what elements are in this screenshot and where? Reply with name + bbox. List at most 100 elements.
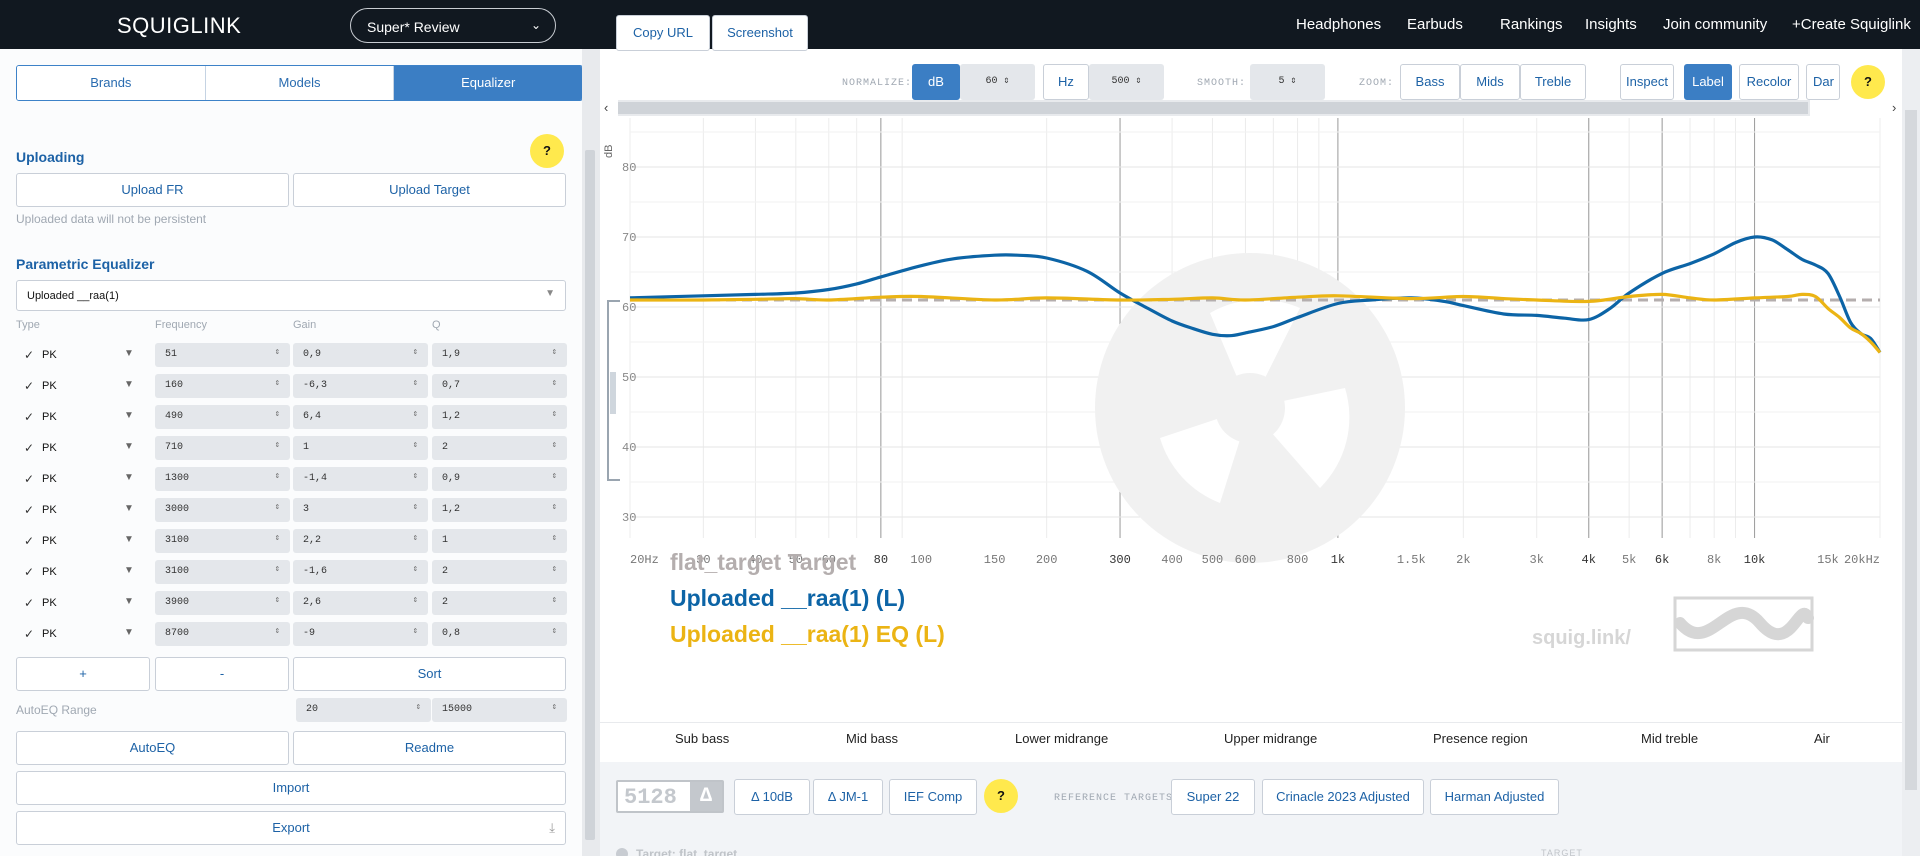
stepper-icon[interactable]: ⇕: [412, 409, 418, 419]
filter-q-input[interactable]: 0,9 ⇕: [432, 467, 567, 491]
zoom-mids-button[interactable]: Mids: [1460, 64, 1520, 100]
remove-filter-button[interactable]: -: [155, 657, 289, 691]
filter-frequency-input[interactable]: 3000 ⇕: [155, 498, 290, 522]
filter-q-input[interactable]: 1,2 ⇕: [432, 498, 567, 522]
import-button[interactable]: Import: [16, 771, 566, 805]
stepper-icon[interactable]: ⇕: [551, 347, 557, 357]
stepper-icon[interactable]: ⇕: [274, 471, 280, 481]
filter-type-chevron-icon[interactable]: ▼: [124, 379, 134, 390]
stepper-icon[interactable]: ⇕: [415, 702, 421, 712]
delta-10db-button[interactable]: Δ 10dB: [734, 779, 810, 815]
nav-join-community[interactable]: Join community: [1663, 16, 1768, 33]
zoom-bass-button[interactable]: Bass: [1400, 64, 1460, 100]
copy-url-button[interactable]: Copy URL: [616, 15, 710, 51]
filter-gain-input[interactable]: 2,2 ⇕: [293, 529, 428, 553]
filter-type-chevron-icon[interactable]: ▼: [124, 596, 134, 607]
filter-frequency-input[interactable]: 3900 ⇕: [155, 591, 290, 615]
stepper-icon[interactable]: ⇕: [274, 533, 280, 543]
stepper-icon[interactable]: ⇕: [412, 533, 418, 543]
upload-target-button[interactable]: Upload Target: [293, 173, 566, 207]
site-dropdown[interactable]: Super* Review ⌄: [350, 8, 556, 43]
stepper-icon[interactable]: ⇕: [1003, 76, 1010, 87]
filter-type-chevron-icon[interactable]: ▼: [124, 503, 134, 514]
normalize-db-input[interactable]: 60 ⇕: [960, 64, 1035, 100]
targets-help-button[interactable]: ?: [984, 779, 1018, 813]
filter-type-chevron-icon[interactable]: ▼: [124, 534, 134, 545]
filter-frequency-input[interactable]: 3100 ⇕: [155, 529, 290, 553]
filter-frequency-input[interactable]: 3100 ⇕: [155, 560, 290, 584]
filter-enabled-checkbox[interactable]: ✓: [24, 565, 35, 579]
help-button[interactable]: ?: [530, 134, 564, 168]
stepper-icon[interactable]: ⇕: [412, 595, 418, 605]
target-crinacle-2023-button[interactable]: Crinacle 2023 Adjusted: [1262, 779, 1424, 815]
stepper-icon[interactable]: ⇕: [551, 564, 557, 574]
dark-mode-button[interactable]: Dar: [1806, 64, 1840, 100]
screenshot-button[interactable]: Screenshot: [712, 15, 808, 51]
stepper-icon[interactable]: ⇕: [551, 378, 557, 388]
horizontal-scrollbar-thumb[interactable]: [618, 102, 1808, 114]
stepper-icon[interactable]: ⇕: [551, 702, 557, 712]
filter-type[interactable]: PK: [42, 442, 57, 454]
stepper-icon[interactable]: ⇕: [412, 440, 418, 450]
zoom-treble-button[interactable]: Treble: [1520, 64, 1586, 100]
filter-gain-input[interactable]: -1,4 ⇕: [293, 467, 428, 491]
stepper-icon[interactable]: ⇕: [274, 378, 280, 388]
stepper-icon[interactable]: ⇕: [274, 564, 280, 574]
filter-type[interactable]: PK: [42, 349, 57, 361]
filter-q-input[interactable]: 1 ⇕: [432, 529, 567, 553]
nav-insights[interactable]: Insights: [1585, 16, 1637, 33]
stepper-icon[interactable]: ⇕: [412, 471, 418, 481]
label-button[interactable]: Label: [1684, 64, 1732, 100]
filter-q-input[interactable]: 1,2 ⇕: [432, 405, 567, 429]
autoeq-range-max-input[interactable]: 15000 ⇕: [432, 698, 567, 722]
graph-help-button[interactable]: ?: [1851, 65, 1885, 99]
scroll-right-icon[interactable]: ›: [1892, 100, 1897, 115]
filter-gain-input[interactable]: -6,3 ⇕: [293, 374, 428, 398]
nav-create-squiglink[interactable]: +Create Squiglink: [1792, 16, 1911, 33]
filter-enabled-checkbox[interactable]: ✓: [24, 503, 35, 517]
panel-scrollbar-thumb[interactable]: [585, 150, 595, 840]
filter-frequency-input[interactable]: 710 ⇕: [155, 436, 290, 460]
nav-earbuds[interactable]: Earbuds: [1407, 16, 1463, 33]
sort-filters-button[interactable]: Sort: [293, 657, 566, 691]
stepper-icon[interactable]: ⇕: [412, 564, 418, 574]
filter-gain-input[interactable]: 2,6 ⇕: [293, 591, 428, 615]
autoeq-button[interactable]: AutoEQ: [16, 731, 289, 765]
filter-enabled-checkbox[interactable]: ✓: [24, 348, 35, 362]
filter-type[interactable]: PK: [42, 535, 57, 547]
filter-frequency-input[interactable]: 8700 ⇕: [155, 622, 290, 646]
filter-gain-input[interactable]: -9 ⇕: [293, 622, 428, 646]
stepper-icon[interactable]: ⇕: [274, 502, 280, 512]
normalize-hz-button[interactable]: Hz: [1043, 64, 1089, 100]
filter-type-chevron-icon[interactable]: ▼: [124, 627, 134, 638]
stepper-icon[interactable]: ⇕: [412, 626, 418, 636]
filter-frequency-input[interactable]: 490 ⇕: [155, 405, 290, 429]
normalize-db-button[interactable]: dB: [912, 64, 960, 100]
stepper-icon[interactable]: ⇕: [551, 502, 557, 512]
filter-type-chevron-icon[interactable]: ▼: [124, 348, 134, 359]
filter-gain-input[interactable]: 0,9 ⇕: [293, 343, 428, 367]
filter-type[interactable]: PK: [42, 411, 57, 423]
target-harman-button[interactable]: Harman Adjusted: [1430, 779, 1559, 815]
target-super-22-button[interactable]: Super 22: [1171, 779, 1255, 815]
nav-headphones[interactable]: Headphones: [1296, 16, 1382, 33]
page-scrollbar-thumb[interactable]: [1905, 110, 1917, 790]
filter-type-chevron-icon[interactable]: ▼: [124, 472, 134, 483]
filter-frequency-input[interactable]: 1300 ⇕: [155, 467, 290, 491]
export-button[interactable]: Export ⤓: [16, 811, 566, 845]
filter-gain-input[interactable]: -1,6 ⇕: [293, 560, 428, 584]
stepper-icon[interactable]: ⇕: [551, 595, 557, 605]
readme-button[interactable]: Readme: [293, 731, 566, 765]
filter-q-input[interactable]: 1,9 ⇕: [432, 343, 567, 367]
filter-enabled-checkbox[interactable]: ✓: [24, 472, 35, 486]
filter-q-input[interactable]: 2 ⇕: [432, 560, 567, 584]
stepper-icon[interactable]: ⇕: [274, 595, 280, 605]
tab-brands[interactable]: Brands: [17, 66, 206, 100]
stepper-icon[interactable]: ⇕: [1135, 76, 1142, 87]
stepper-icon[interactable]: ⇕: [412, 378, 418, 388]
recolor-button[interactable]: Recolor: [1739, 64, 1799, 100]
filter-frequency-input[interactable]: 160 ⇕: [155, 374, 290, 398]
tab-equalizer[interactable]: Equalizer: [394, 66, 582, 100]
upload-fr-button[interactable]: Upload FR: [16, 173, 289, 207]
stepper-icon[interactable]: ⇕: [412, 502, 418, 512]
